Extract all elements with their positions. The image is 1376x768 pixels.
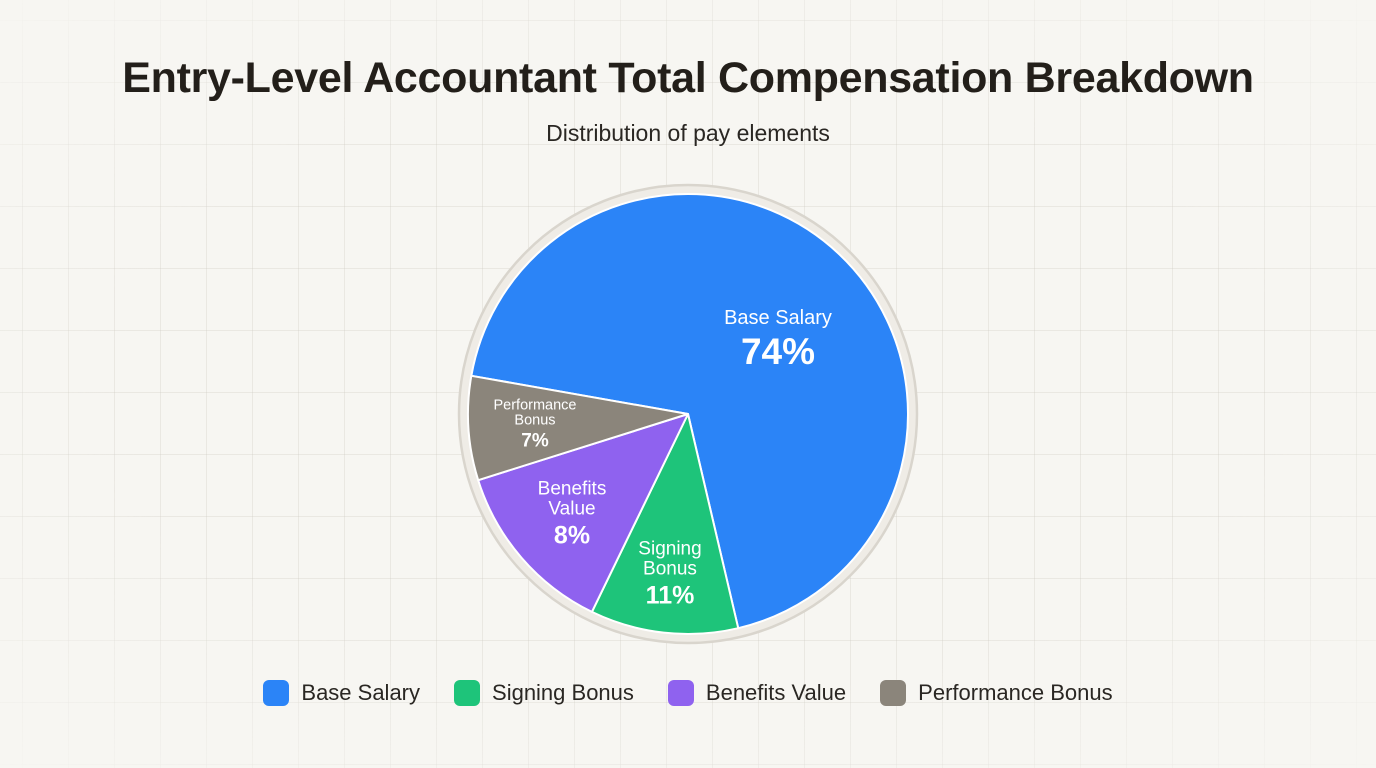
slice-label-base-salary: Base Salary 74% (724, 307, 832, 373)
pie-slice-base-salary[interactable] (470, 193, 909, 630)
legend-swatch-icon (667, 680, 694, 706)
legend-item-signing-bonus[interactable]: Signing Bonus (454, 680, 634, 706)
slice-label-signing-bonus: Signing Bonus 11% (638, 538, 702, 610)
pie-slice-signing-bonus[interactable] (590, 413, 740, 635)
pie-slice-performance-bonus[interactable] (467, 374, 689, 482)
chart-title: Entry-Level Accountant Total Compensatio… (122, 54, 1254, 102)
legend-item-benefits-value[interactable]: Benefits Value (667, 680, 846, 706)
legend-swatch-icon (454, 680, 481, 706)
slice-label-benefits-value: Benefits Value 8% (537, 478, 607, 550)
legend-item-base-salary[interactable]: Base Salary (263, 680, 420, 706)
slice-label-performance-bonus: Performance Bonus 7% (493, 397, 577, 452)
legend-swatch-icon (263, 680, 290, 706)
pie-slice-benefits-value[interactable] (477, 413, 689, 613)
legend-item-performance-bonus[interactable]: Performance Bonus (880, 680, 1113, 706)
legend-swatch-icon (880, 680, 907, 706)
legend: Base Salary Signing Bonus Benefits Value… (0, 680, 1376, 706)
chart-subtitle: Distribution of pay elements (546, 120, 830, 146)
